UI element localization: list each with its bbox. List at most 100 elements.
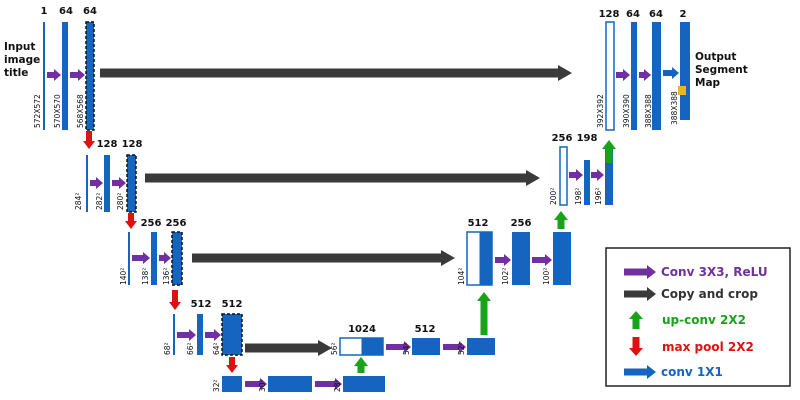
channel-label: 64: [626, 9, 640, 20]
output-label: Map: [695, 77, 721, 89]
arrow: [47, 69, 61, 81]
feature-map: [652, 22, 661, 130]
arrow: [495, 254, 511, 266]
size-label: 570X570: [53, 94, 62, 128]
size-label: 196²: [594, 188, 603, 205]
arrow: [245, 340, 332, 356]
channel-label: 1: [41, 6, 48, 17]
feature-map: [584, 160, 590, 205]
arrow: [83, 131, 95, 149]
channel-label: 128: [97, 139, 118, 150]
arrow: [602, 140, 616, 163]
size-label: 68²: [163, 342, 172, 355]
arrow: [554, 211, 568, 229]
size-label: 52²: [457, 342, 466, 355]
output-label: Segment: [695, 64, 748, 76]
feature-map: [512, 232, 530, 285]
arrow: [591, 169, 604, 181]
size-label: 136²: [162, 268, 171, 285]
arrow: [205, 329, 221, 341]
size-label: 66²: [186, 342, 195, 355]
output-label: Output: [695, 51, 736, 63]
channel-label: 256: [141, 218, 162, 229]
legend-label: up-conv 2X2: [662, 313, 746, 327]
arrow: [624, 365, 656, 379]
size-label: 140²: [119, 268, 128, 285]
feature-map: [173, 314, 175, 355]
arrow: [386, 341, 411, 353]
feature-map: [680, 22, 690, 120]
input-label: title: [4, 67, 28, 79]
arrow: [532, 254, 552, 266]
arrow: [616, 69, 630, 81]
feature-map: [104, 155, 110, 212]
size-label: 138²: [141, 268, 150, 285]
size-label: 104²: [457, 268, 466, 285]
input-label: image: [4, 54, 40, 66]
arrow: [100, 65, 572, 81]
channel-label: 64: [83, 6, 97, 17]
size-label: 388X388: [670, 91, 679, 125]
size-label: 282²: [95, 193, 104, 210]
arrow: [629, 311, 643, 329]
channel-label: 64: [59, 6, 73, 17]
size-label: 390X390: [622, 94, 631, 128]
arrow: [226, 357, 238, 373]
size-label: 568X568: [76, 94, 85, 128]
channel-label: 512: [222, 299, 243, 310]
feature-map: [85, 21, 95, 131]
arrow: [192, 250, 455, 266]
feature-map: [222, 376, 242, 392]
size-label: 32²: [212, 379, 221, 392]
size-label: 198²: [574, 188, 583, 205]
feature-map: [605, 147, 613, 205]
feature-map: [631, 22, 637, 130]
arrow: [663, 67, 679, 79]
arrow: [112, 177, 126, 189]
channel-label: 64: [649, 9, 663, 20]
arrow: [569, 169, 583, 181]
arrow: [125, 213, 137, 229]
size-label: 284²: [74, 193, 83, 210]
arrow: [354, 357, 368, 373]
size-label: 280²: [116, 193, 125, 210]
feature-map: [467, 338, 495, 355]
channel-label: 128: [599, 9, 620, 20]
size-label: 392X392: [596, 94, 605, 128]
legend-label: Copy and crop: [661, 287, 758, 301]
feature-map: [361, 338, 383, 355]
arrow: [443, 341, 466, 353]
feature-map: [43, 22, 45, 130]
arrow: [477, 292, 491, 335]
channel-label: 256: [511, 218, 532, 229]
arrow: [629, 337, 643, 356]
size-label: 200²: [549, 188, 558, 205]
legend-label: conv 1X1: [661, 365, 723, 379]
feature-map: [343, 376, 385, 392]
channel-label: 512: [415, 324, 436, 335]
feature-map: [553, 232, 571, 285]
channel-label: 256: [166, 218, 187, 229]
arrow: [159, 252, 171, 264]
arrow: [639, 69, 651, 81]
size-label: 572X572: [33, 94, 42, 128]
feature-map: [62, 22, 68, 130]
size-label: 56²: [330, 342, 339, 355]
highlight: [678, 86, 686, 95]
size-label: 64²: [212, 342, 221, 355]
arrow: [70, 69, 85, 81]
channel-label: 512: [468, 218, 489, 229]
size-label: 30²: [258, 379, 267, 392]
arrow: [177, 329, 196, 341]
input-label: Input: [4, 41, 35, 53]
channel-label: 512: [191, 299, 212, 310]
feature-map: [479, 232, 492, 285]
legend-label: Conv 3X3, ReLU: [661, 265, 768, 279]
feature-map: [197, 314, 203, 355]
feature-map: [171, 231, 183, 286]
channel-label: 256: [552, 133, 573, 144]
feature-map: [412, 338, 440, 355]
arrow: [145, 170, 540, 186]
feature-map: [126, 154, 137, 213]
